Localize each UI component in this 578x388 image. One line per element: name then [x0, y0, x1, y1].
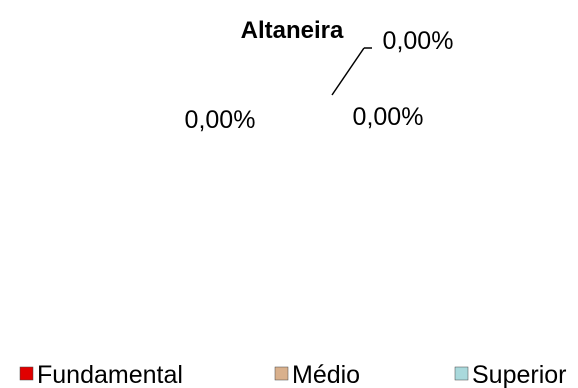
legend-swatch-medio	[274, 366, 289, 381]
data-label-fundamental: 0,00%	[185, 106, 256, 134]
chart-title: Altaneira	[241, 17, 344, 44]
data-label-medio: 0,00%	[353, 103, 424, 131]
legend-label-superior: Superior	[472, 361, 567, 388]
data-label-superior: 0,00%	[383, 27, 454, 55]
legend: Fundamental Médio Superior	[19, 361, 567, 388]
legend-label-fundamental: Fundamental	[37, 361, 183, 388]
legend-label-medio: Médio	[292, 361, 360, 388]
legend-swatch-fundamental	[19, 366, 34, 381]
leader-line	[331, 47, 365, 96]
legend-swatch-superior	[454, 366, 469, 381]
